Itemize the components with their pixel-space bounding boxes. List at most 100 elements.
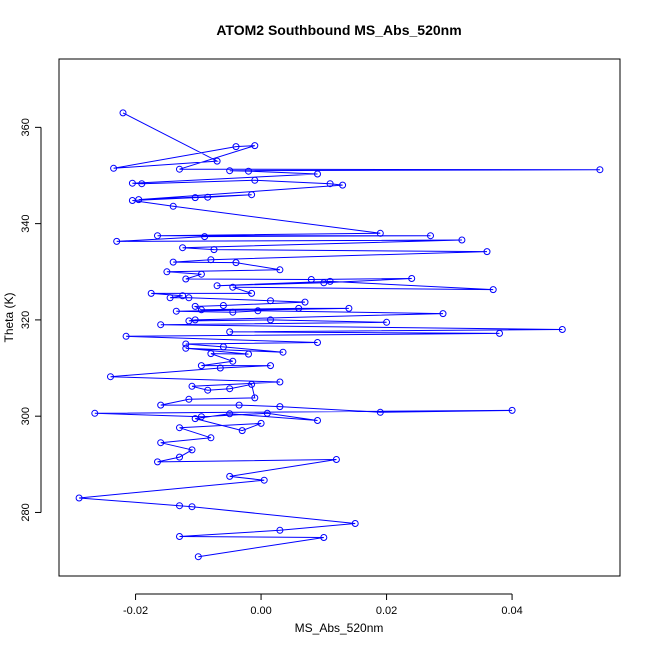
data-point — [226, 167, 234, 175]
data-point — [383, 318, 391, 326]
plot-frame — [58, 58, 621, 577]
data-point — [213, 282, 221, 290]
data-point — [157, 439, 165, 447]
data-point — [427, 232, 434, 240]
data-point — [496, 329, 503, 337]
data-point — [182, 340, 190, 348]
data-point — [75, 494, 83, 502]
data-point — [197, 413, 205, 421]
data-point — [439, 310, 447, 318]
data-point — [179, 244, 187, 252]
data-point — [483, 248, 491, 256]
data-point — [345, 304, 353, 312]
data-point — [458, 236, 466, 244]
data-point — [279, 348, 287, 356]
data-point — [248, 380, 256, 388]
data-point — [326, 180, 334, 188]
data-point — [301, 298, 309, 306]
data-point — [276, 403, 284, 411]
data-point — [245, 167, 252, 175]
y-tick-label: 320 — [20, 311, 32, 329]
x-tick-label: -0.02 — [123, 605, 148, 617]
data-point — [508, 406, 516, 414]
data-point — [267, 362, 274, 370]
data-point — [251, 394, 259, 402]
data-point — [314, 170, 321, 178]
series-lines — [79, 112, 600, 558]
y-tick-label: 360 — [20, 118, 32, 136]
data-point — [128, 197, 136, 204]
data-point — [219, 343, 227, 351]
data-point — [197, 362, 205, 370]
y-tick-label: 340 — [20, 214, 32, 232]
data-point — [185, 395, 193, 403]
data-point — [122, 332, 130, 340]
data-point — [213, 157, 221, 165]
data-point — [188, 382, 196, 390]
data-point — [201, 233, 209, 241]
data-point — [191, 302, 199, 310]
data-point — [251, 142, 259, 150]
data-point — [157, 321, 165, 329]
data-point — [229, 283, 237, 291]
data-point — [204, 193, 212, 201]
data-point — [91, 409, 99, 417]
data-point — [376, 229, 384, 237]
data-point — [185, 317, 193, 325]
data-point — [351, 520, 359, 527]
data-point — [169, 202, 177, 210]
series-points — [75, 109, 604, 561]
data-point — [176, 533, 183, 540]
data-point — [245, 350, 252, 358]
data-point — [235, 401, 243, 409]
x-tick-label: 0.04 — [501, 605, 522, 617]
data-point — [339, 181, 347, 189]
data-point — [558, 326, 566, 333]
data-point — [229, 308, 237, 316]
x-tick-label: 0.00 — [250, 605, 271, 617]
data-point — [219, 302, 227, 309]
data-point — [110, 164, 118, 172]
data-point — [314, 417, 321, 424]
y-axis: 280 300 320 340 360 — [20, 118, 42, 522]
x-axis-label: MS_Abs_520nm — [295, 621, 384, 635]
data-point — [128, 179, 136, 187]
data-point — [260, 476, 268, 484]
data-point — [226, 385, 234, 393]
data-point — [251, 176, 259, 184]
data-point — [204, 386, 212, 394]
data-point — [489, 286, 497, 294]
data-point — [207, 256, 215, 264]
data-point — [267, 297, 274, 305]
data-point — [119, 109, 127, 117]
data-point — [226, 410, 234, 418]
data-point — [197, 270, 205, 278]
data-point — [210, 246, 218, 254]
data-point — [226, 328, 234, 336]
data-point — [194, 553, 202, 561]
data-point — [166, 294, 174, 302]
data-point — [154, 232, 161, 240]
data-point — [185, 294, 193, 302]
data-point — [276, 266, 284, 274]
x-axis: -0.02 0.00 0.02 0.04 — [123, 593, 523, 617]
data-point — [276, 378, 284, 386]
data-point — [176, 502, 183, 510]
data-point — [147, 289, 155, 297]
data-point — [169, 258, 177, 266]
data-point — [163, 268, 171, 276]
data-point — [113, 237, 121, 245]
data-point — [226, 472, 234, 480]
data-point — [176, 165, 183, 173]
data-point — [191, 194, 199, 202]
data-point — [257, 419, 265, 427]
data-point — [154, 458, 161, 466]
data-point — [307, 276, 315, 283]
data-point — [172, 307, 180, 315]
data-point — [157, 401, 165, 409]
data-point — [267, 316, 274, 324]
data-point — [207, 350, 215, 358]
data-point — [248, 191, 256, 199]
